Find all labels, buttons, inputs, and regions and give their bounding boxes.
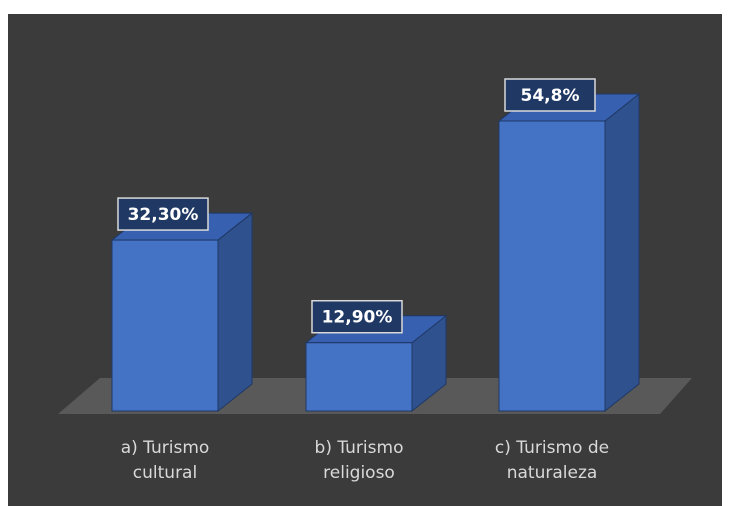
value-label-box — [504, 78, 596, 112]
value-label-box — [117, 197, 209, 231]
bar-front — [498, 120, 606, 412]
value-label: 32,30% — [128, 205, 199, 225]
bar-face — [217, 212, 253, 413]
bar-front — [305, 342, 413, 412]
value-label: 12,90% — [322, 308, 393, 328]
bar-face — [604, 92, 640, 413]
x-tick-label: b) Turismo religioso — [314, 438, 404, 483]
value-label-box — [311, 299, 403, 334]
x-tick-label: c) Turismo de naturaleza — [494, 438, 610, 483]
bar-front — [111, 239, 219, 412]
value-label: 54,8% — [521, 86, 580, 106]
x-tick-label: a) Turismo cultural — [120, 438, 210, 483]
